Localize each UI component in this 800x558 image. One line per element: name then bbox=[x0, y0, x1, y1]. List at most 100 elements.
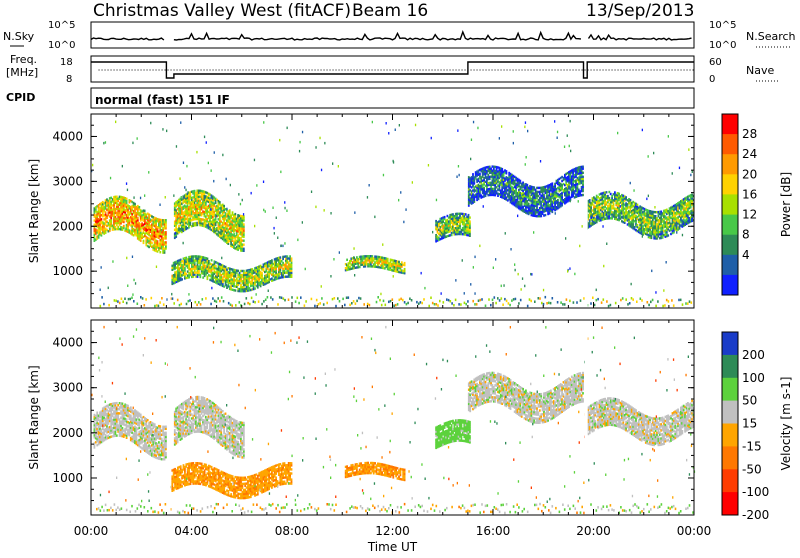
power-ground-cell bbox=[172, 297, 174, 300]
power-speckle bbox=[211, 169, 212, 172]
power-ground-cell bbox=[119, 302, 121, 305]
noise-tick-high-right: 10^5 bbox=[709, 20, 736, 31]
power-cell bbox=[582, 166, 584, 168]
power-cell bbox=[473, 201, 475, 203]
power-ground-cell bbox=[518, 302, 520, 305]
power-ground-cell bbox=[101, 296, 103, 299]
power-speckle bbox=[574, 273, 575, 276]
power-speckle bbox=[682, 234, 683, 237]
power-cell bbox=[225, 266, 227, 268]
power-ground-cell bbox=[418, 303, 420, 306]
power-ground-cell bbox=[508, 302, 510, 305]
power-cell bbox=[519, 180, 521, 182]
power-ground-cell bbox=[186, 303, 188, 306]
power-ground-cell bbox=[140, 296, 142, 299]
power-cell bbox=[387, 258, 389, 260]
power-speckle bbox=[455, 215, 456, 218]
power-speckle bbox=[596, 289, 597, 292]
power-ground-cell bbox=[188, 300, 190, 303]
power-ground-cell bbox=[253, 300, 255, 303]
power-ground-cell bbox=[464, 302, 466, 305]
power-ground-cell bbox=[668, 300, 670, 303]
power-speckle bbox=[473, 266, 474, 269]
power-ground-cell bbox=[564, 303, 566, 306]
power-speckle bbox=[324, 209, 325, 212]
power-cell bbox=[138, 206, 140, 208]
power-speckle bbox=[148, 171, 149, 174]
power-ground-cell bbox=[478, 300, 480, 303]
power-speckle bbox=[204, 136, 205, 139]
power-speckle bbox=[503, 284, 504, 287]
power-speckle bbox=[181, 269, 182, 272]
power-ground-cell bbox=[156, 304, 158, 307]
power-ground-cell bbox=[195, 301, 197, 304]
power-cell bbox=[582, 176, 584, 178]
power-cell bbox=[401, 261, 403, 263]
power-cell bbox=[126, 200, 128, 202]
power-ground-cell bbox=[506, 300, 508, 303]
noise-tick-low-right: 10^0 bbox=[709, 40, 736, 51]
power-ground-cell bbox=[216, 300, 218, 303]
nave-tick-high: 60 bbox=[709, 57, 722, 68]
power-cell bbox=[291, 262, 293, 264]
power-ground-cell bbox=[355, 302, 357, 305]
power-speckle bbox=[206, 141, 207, 144]
power-ground-cell bbox=[189, 299, 191, 302]
power-ground-cell bbox=[323, 303, 325, 306]
power-ground-cell bbox=[495, 302, 497, 305]
power-cell bbox=[243, 215, 245, 217]
power-speckle bbox=[692, 171, 693, 174]
power-ground-cell bbox=[261, 303, 263, 306]
power-ground-cell bbox=[239, 301, 241, 304]
power-ground-cell bbox=[249, 303, 251, 306]
power-ground-cell bbox=[407, 302, 409, 305]
power-ground-cell bbox=[494, 296, 496, 299]
power-speckle bbox=[208, 162, 209, 165]
power-ground-cell bbox=[244, 303, 246, 306]
power-speckle bbox=[570, 150, 571, 153]
power-speckle bbox=[421, 272, 422, 275]
power-speckle bbox=[274, 232, 275, 235]
power-cell bbox=[667, 234, 669, 236]
freq-label-line1: Freq. bbox=[10, 53, 37, 66]
power-speckle bbox=[523, 183, 524, 186]
power-cell bbox=[404, 262, 406, 264]
power-cell bbox=[234, 213, 236, 215]
power-ground-cell bbox=[636, 301, 638, 304]
power-cell bbox=[614, 191, 616, 193]
power-ground-cell bbox=[453, 304, 455, 307]
power-ground-cell bbox=[474, 303, 476, 306]
power-speckle bbox=[648, 195, 649, 198]
power-ground-cell bbox=[421, 302, 423, 305]
power-ground-cell bbox=[305, 300, 307, 303]
power-cell bbox=[637, 224, 639, 226]
power-cell bbox=[515, 189, 517, 191]
power-ground-cell bbox=[420, 301, 422, 304]
power-ground-cell bbox=[627, 303, 629, 306]
power-speckle bbox=[470, 283, 471, 286]
power-ground-cell bbox=[513, 298, 515, 301]
site-title: Christmas Valley West (fitACF) bbox=[93, 1, 351, 21]
power-speckle bbox=[132, 256, 133, 259]
power-ground-cell bbox=[527, 305, 529, 308]
power-ground-cell bbox=[428, 305, 430, 308]
power-speckle bbox=[642, 129, 643, 132]
power-cell bbox=[543, 194, 545, 196]
power-cell bbox=[165, 235, 167, 237]
power-ground-cell bbox=[212, 297, 214, 300]
power-ground-cell bbox=[580, 299, 582, 302]
power-ground-cell bbox=[205, 297, 207, 300]
power-speckle bbox=[499, 137, 500, 140]
power-cell bbox=[207, 258, 209, 260]
power-ground-cell bbox=[446, 298, 448, 301]
power-cell bbox=[589, 199, 591, 201]
power-speckle bbox=[246, 279, 247, 282]
power-cell bbox=[126, 198, 128, 200]
power-ground-cell bbox=[640, 298, 642, 301]
power-speckle bbox=[526, 156, 527, 159]
cpid-label: CPID bbox=[6, 91, 35, 104]
power-ground-cell bbox=[657, 300, 659, 303]
freq-tick-low: 8 bbox=[66, 74, 72, 85]
power-ground-cell bbox=[326, 302, 328, 305]
